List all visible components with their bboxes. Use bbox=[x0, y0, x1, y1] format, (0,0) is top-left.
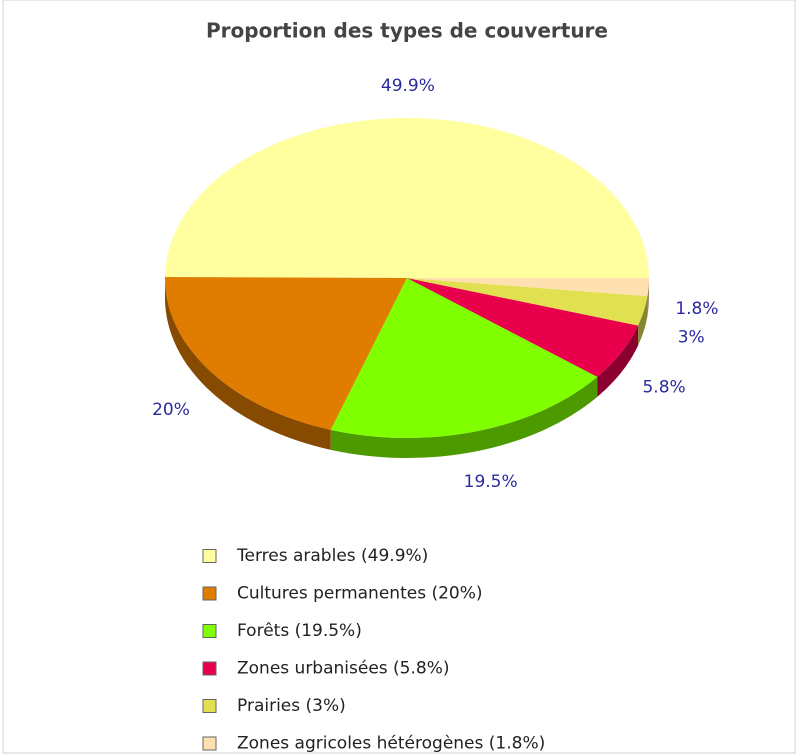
slice-side bbox=[647, 278, 649, 317]
legend-swatch bbox=[202, 586, 217, 601]
chart-title: Proportion des types de couverture bbox=[206, 19, 608, 43]
slice bbox=[330, 278, 598, 438]
slice bbox=[165, 276, 407, 430]
legend-label: Cultures permanentes (20%) bbox=[237, 584, 483, 604]
legend-label: Zones urbanisées (5.8%) bbox=[237, 659, 450, 679]
legend-label: Prairies (3%) bbox=[237, 696, 346, 716]
legend-swatch bbox=[202, 661, 217, 676]
legend-label: Zones agricoles hétérogènes (1.8%) bbox=[237, 734, 545, 754]
data-label: 19.5% bbox=[464, 472, 518, 492]
data-label: 5.8% bbox=[642, 377, 685, 397]
data-label: 49.9% bbox=[381, 76, 435, 96]
slice-side bbox=[638, 296, 648, 346]
legend-swatch bbox=[202, 549, 217, 563]
slice bbox=[407, 278, 649, 297]
data-label: 20% bbox=[152, 400, 190, 420]
slice bbox=[407, 278, 648, 326]
data-label: 3% bbox=[678, 328, 705, 348]
legend-swatch bbox=[202, 624, 217, 638]
slice bbox=[407, 278, 639, 377]
slice-side bbox=[597, 325, 639, 397]
legend-label: Forêts (19.5%) bbox=[237, 621, 362, 641]
slice-side bbox=[330, 376, 598, 458]
slice bbox=[165, 118, 650, 278]
legend-label: Terres arables (49.9%) bbox=[236, 546, 428, 566]
slice-side bbox=[165, 278, 331, 450]
legend-swatch bbox=[202, 699, 217, 713]
legend-swatch bbox=[202, 736, 217, 751]
data-label: 1.8% bbox=[675, 299, 718, 319]
